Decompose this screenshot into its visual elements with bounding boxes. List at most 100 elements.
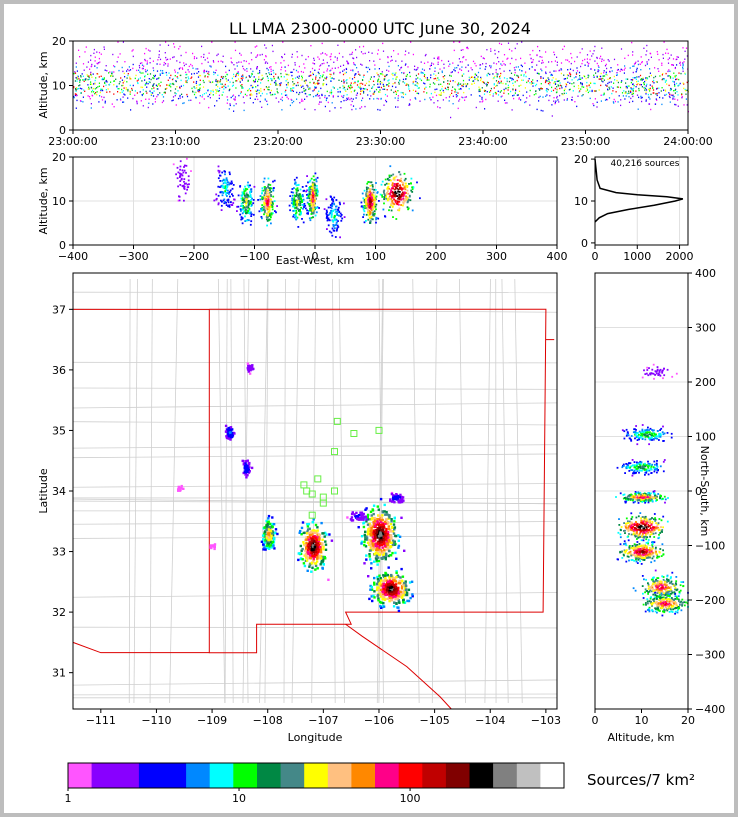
ew-source-point [309, 191, 311, 194]
time-source-point [242, 96, 244, 98]
time-source-point [379, 109, 381, 111]
ew-source-point [179, 172, 181, 175]
time-source-point [217, 53, 219, 55]
plan-source-point [362, 525, 366, 529]
time-source-point [522, 79, 524, 81]
ew-source-point [248, 203, 250, 206]
time-source-point [292, 78, 294, 81]
ew-source-point [241, 191, 244, 194]
plan-source-point [380, 525, 383, 528]
time-source-point [321, 63, 323, 65]
time-source-point [222, 61, 224, 63]
time-source-point [342, 96, 344, 99]
time-source-point [191, 65, 193, 67]
time-source-point [649, 89, 651, 91]
time-source-point [578, 91, 580, 93]
time-source-point [346, 79, 348, 81]
time-source-point [412, 83, 414, 85]
ew-source-point [330, 207, 333, 210]
ew-source-point [241, 217, 244, 219]
time-source-point [682, 62, 684, 64]
time-source-point [156, 85, 158, 87]
time-source-point [553, 51, 555, 53]
time-source-point [320, 87, 322, 90]
time-source-point [507, 42, 510, 44]
time-source-point [280, 72, 282, 75]
ew-source-point [368, 214, 370, 217]
time-source-point [536, 72, 538, 74]
time-source-point [322, 74, 324, 76]
time-source-point [383, 78, 385, 80]
time-source-point [677, 105, 679, 107]
ew-source-point [176, 166, 179, 169]
time-source-point [135, 74, 137, 77]
time-source-point [391, 85, 394, 88]
time-source-point [672, 64, 674, 66]
time-source-point [180, 79, 182, 82]
time-source-point [597, 69, 599, 71]
plan-source-point [400, 516, 403, 519]
time-source-point [251, 85, 254, 87]
time-source-point [163, 72, 165, 74]
time-source-point [450, 75, 452, 77]
time-source-point [624, 57, 626, 59]
ew-source-point [405, 195, 407, 198]
plan-source-point [297, 558, 300, 562]
plan-source-point [262, 543, 265, 546]
ew-source-point [309, 196, 312, 198]
plan-source-point [273, 538, 276, 541]
ew-source-point [410, 177, 413, 180]
time-source-point [432, 96, 434, 98]
time-source-point [385, 74, 387, 77]
time-source-point [305, 79, 307, 81]
time-source-point [620, 68, 622, 71]
time-source-point [565, 83, 567, 85]
time-source-point [312, 73, 314, 76]
time-source-point [673, 95, 675, 98]
ew-source-point [387, 179, 390, 182]
county-line [72, 402, 558, 409]
time-source-point [630, 79, 632, 81]
time-source-point [427, 61, 429, 63]
time-source-point [625, 95, 627, 97]
ew-source-point [368, 191, 371, 193]
time-source-point [670, 88, 672, 90]
time-source-point [616, 86, 618, 88]
ew-source-point [396, 192, 399, 195]
time-source-point [301, 98, 303, 101]
time-source-point [257, 80, 259, 83]
time-source-point [267, 69, 269, 71]
time-source-point [602, 77, 604, 80]
ew-source-point [373, 201, 376, 203]
time-source-point [98, 62, 100, 64]
plan-source-point [244, 465, 247, 468]
time-source-point [322, 52, 324, 54]
time-source-point [481, 98, 483, 100]
time-source-point [554, 60, 556, 62]
time-source-point [616, 72, 618, 74]
plan-source-point [309, 562, 312, 566]
ew-source-point [386, 192, 388, 195]
time-source-point [82, 79, 84, 81]
time-source-point [317, 92, 319, 94]
plan-source-point [380, 550, 383, 553]
time-source-point [540, 68, 542, 70]
time-source-point [141, 67, 143, 70]
time-source-point [112, 75, 114, 77]
time-source-point [644, 64, 647, 67]
time-source-point [234, 99, 236, 101]
time-source-point [350, 87, 352, 89]
plan-source-point [268, 538, 271, 542]
ew-source-point [229, 189, 232, 192]
plan-source-point [314, 568, 317, 571]
ew-source-point [403, 194, 405, 197]
time-source-point [643, 82, 645, 84]
time-source-point [571, 99, 573, 101]
time-source-point [271, 44, 273, 47]
ew-source-point [179, 180, 182, 182]
plan-source-point [318, 557, 321, 560]
time-source-point [387, 61, 389, 64]
ew-source-point [372, 195, 375, 198]
time-source-point [652, 92, 654, 94]
time-source-point [662, 73, 664, 75]
